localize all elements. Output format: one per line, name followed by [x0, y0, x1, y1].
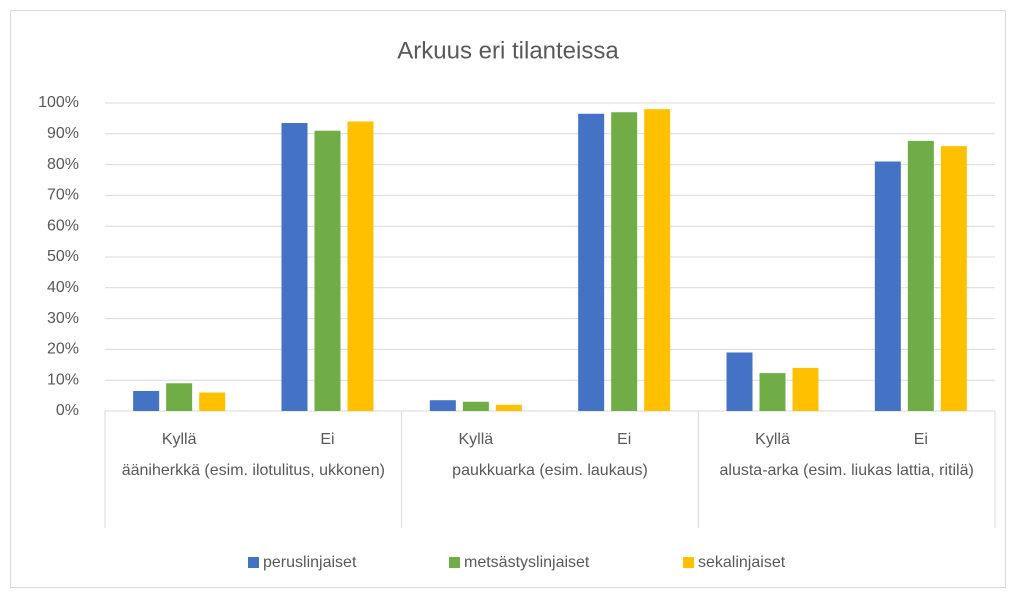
group-label: ääniherkkä (esim. ilotulitus, ukkonen)	[121, 462, 385, 479]
legend-label: sekalinjaiset	[698, 554, 786, 571]
legend-label: metsästyslinjaiset	[464, 554, 590, 571]
y-tick-label: 0%	[56, 402, 79, 419]
bar	[199, 392, 226, 411]
bar	[907, 140, 934, 411]
y-tick-label: 10%	[47, 371, 79, 388]
bar	[314, 130, 341, 411]
x-tick-label: Kyllä	[755, 431, 790, 448]
x-tick-label: Kyllä	[162, 431, 197, 448]
group-label: alusta-arka (esim. liukas lattia, ritilä…	[719, 462, 974, 479]
legend-label: peruslinjaiset	[263, 554, 357, 571]
bar	[462, 401, 489, 411]
bar	[644, 109, 671, 411]
bar	[874, 161, 901, 411]
bar	[759, 373, 786, 411]
y-tick-label: 90%	[47, 125, 79, 142]
y-tick-label: 30%	[47, 310, 79, 327]
x-tick-label: Ei	[914, 431, 928, 448]
x-tick-label: Ei	[320, 431, 334, 448]
bar	[611, 112, 638, 412]
y-tick-label: 20%	[47, 341, 79, 358]
chart-title: Arkuus eri tilanteissa	[397, 37, 619, 64]
bar	[495, 404, 522, 411]
bar	[133, 390, 160, 411]
bar	[792, 367, 819, 411]
bar	[726, 352, 753, 411]
bar	[166, 383, 193, 411]
group-label: paukkuarka (esim. laukaus)	[452, 462, 648, 479]
y-tick-label: 70%	[47, 187, 79, 204]
bar	[347, 121, 374, 411]
bar	[578, 113, 605, 411]
bar	[429, 400, 456, 411]
bar	[940, 146, 967, 411]
legend-swatch	[248, 557, 259, 568]
y-tick-label: 50%	[47, 248, 79, 265]
x-tick-label: Kyllä	[458, 431, 493, 448]
x-tick-label: Ei	[617, 431, 631, 448]
y-tick-label: 40%	[47, 279, 79, 296]
y-tick-label: 80%	[47, 156, 79, 173]
legend-swatch	[683, 557, 694, 568]
y-tick-label: 100%	[38, 94, 79, 111]
legend-swatch	[449, 557, 460, 568]
bar	[281, 123, 308, 412]
chart-border	[10, 10, 1006, 588]
y-tick-label: 60%	[47, 217, 79, 234]
